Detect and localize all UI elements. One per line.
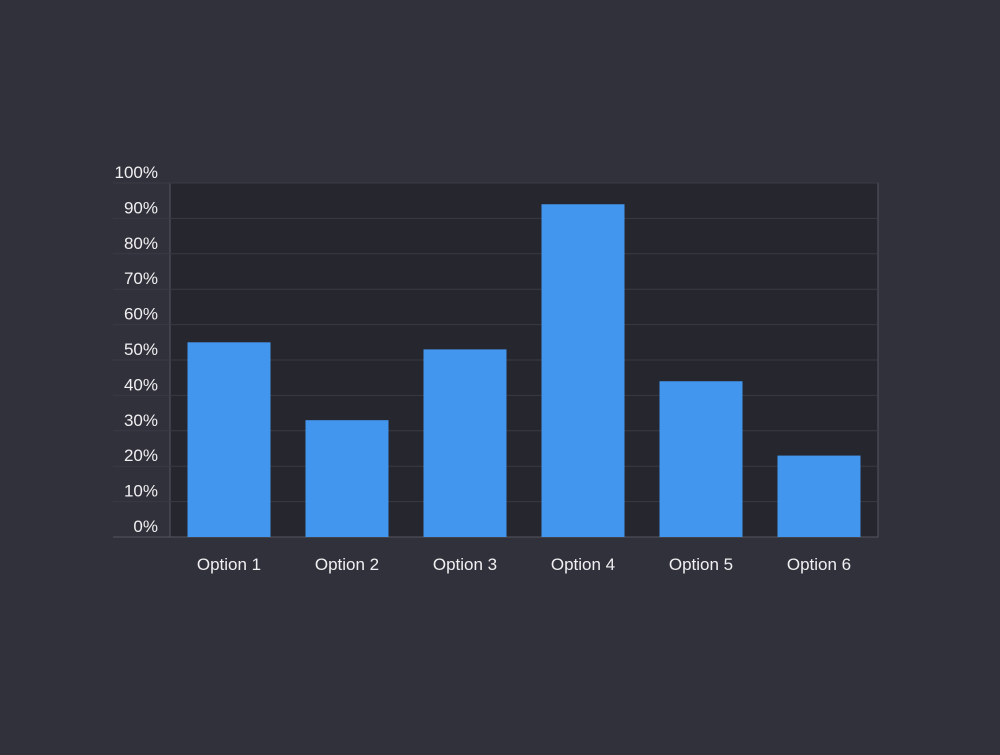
bar-option-4[interactable]: [541, 204, 625, 538]
y-tick-label: 10%: [124, 482, 158, 501]
bars: [187, 204, 861, 538]
y-tick-label: 80%: [124, 234, 158, 253]
y-tick-label: 40%: [124, 375, 158, 394]
y-tick-label: 100%: [115, 163, 158, 182]
bar-option-5[interactable]: [659, 381, 743, 537]
y-tick-label: 90%: [124, 198, 158, 217]
bar-option-2[interactable]: [305, 420, 389, 537]
y-tick-label: 50%: [124, 340, 158, 359]
bar-option-6[interactable]: [777, 455, 861, 537]
y-tick-label: 20%: [124, 446, 158, 465]
bar-option-3[interactable]: [423, 349, 507, 537]
x-tick-label: Option 4: [551, 555, 615, 574]
bar-option-1[interactable]: [187, 342, 271, 537]
x-tick-label: Option 6: [787, 555, 851, 574]
y-tick-label: 70%: [124, 269, 158, 288]
y-axis-ticks: 0% 10% 20% 30% 40% 50% 60% 70% 80% 90% 100%: [115, 163, 158, 536]
x-tick-label: Option 5: [669, 555, 733, 574]
y-tick-label: 30%: [124, 411, 158, 430]
x-axis-ticks: Option 1 Option 2 Option 3 Option 4 Option 5…: [197, 555, 851, 574]
x-tick-label: Option 2: [315, 555, 379, 574]
y-tick-label: 0%: [133, 517, 158, 536]
y-tick-label: 60%: [124, 305, 158, 324]
x-tick-label: Option 3: [433, 555, 497, 574]
x-tick-label: Option 1: [197, 555, 261, 574]
